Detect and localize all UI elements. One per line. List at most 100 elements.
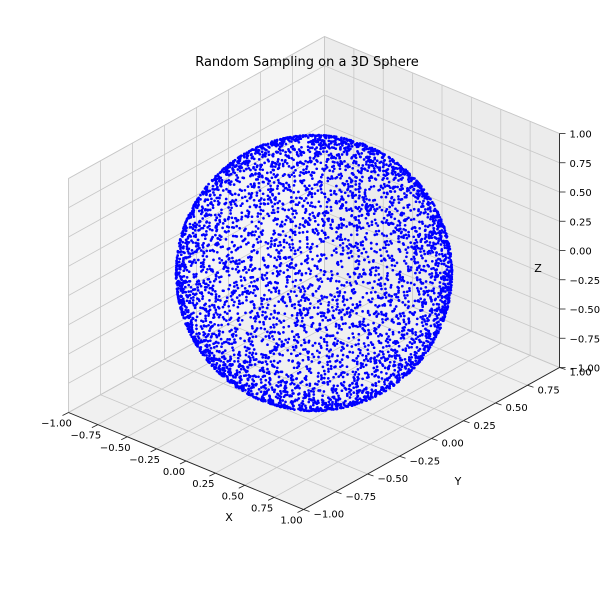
data-point xyxy=(324,236,327,240)
data-point xyxy=(335,184,338,188)
data-point xyxy=(372,346,376,350)
data-point xyxy=(432,291,436,295)
data-point xyxy=(250,340,254,343)
data-point xyxy=(266,142,270,146)
data-point xyxy=(231,256,234,260)
data-point xyxy=(232,285,236,288)
x-tick-mark xyxy=(62,412,69,416)
data-point xyxy=(388,210,392,214)
data-point xyxy=(213,193,216,197)
data-point xyxy=(385,250,389,253)
data-point xyxy=(190,319,193,322)
data-point xyxy=(438,252,441,256)
data-point xyxy=(233,243,236,247)
data-point xyxy=(261,305,265,309)
data-point xyxy=(241,389,245,392)
data-point xyxy=(351,196,355,200)
data-point xyxy=(419,268,423,272)
data-point xyxy=(219,299,222,302)
data-point xyxy=(407,230,410,234)
data-point xyxy=(392,169,395,173)
data-point xyxy=(223,349,227,352)
data-point xyxy=(375,314,379,318)
data-point xyxy=(248,205,252,209)
data-point xyxy=(438,215,442,219)
data-point xyxy=(322,337,326,341)
data-point xyxy=(271,364,275,368)
data-point xyxy=(422,249,426,253)
data-point xyxy=(206,203,210,207)
data-point xyxy=(247,338,251,342)
data-point xyxy=(384,291,388,295)
data-point xyxy=(327,400,331,404)
data-point xyxy=(269,255,273,258)
data-point xyxy=(282,271,286,274)
data-point xyxy=(266,303,270,307)
data-point xyxy=(304,404,307,408)
data-point xyxy=(250,280,253,284)
data-point xyxy=(184,265,188,269)
data-point xyxy=(385,239,389,243)
data-point xyxy=(397,234,401,238)
y-tick-mark xyxy=(367,473,374,477)
data-point xyxy=(298,240,302,243)
data-point xyxy=(413,261,417,265)
y-tick-label: 0.75 xyxy=(538,385,560,396)
data-point xyxy=(199,284,203,288)
data-point xyxy=(320,254,324,257)
data-point xyxy=(383,282,387,286)
data-point xyxy=(236,168,240,171)
data-point xyxy=(309,302,312,305)
data-point xyxy=(447,245,451,248)
data-point xyxy=(359,366,363,370)
data-point xyxy=(385,177,389,180)
data-point xyxy=(364,188,367,192)
data-point xyxy=(349,393,353,396)
data-point xyxy=(334,176,337,180)
data-point xyxy=(437,231,440,235)
data-point xyxy=(340,371,343,375)
data-point xyxy=(312,306,316,309)
data-point xyxy=(364,216,368,220)
data-point xyxy=(333,161,336,164)
data-point xyxy=(382,161,385,165)
data-point xyxy=(298,223,302,226)
data-point xyxy=(359,243,363,247)
data-point xyxy=(206,267,209,271)
data-point xyxy=(263,392,267,396)
data-point xyxy=(402,243,406,246)
data-point xyxy=(387,344,391,348)
data-point xyxy=(238,294,241,297)
data-point xyxy=(243,361,247,365)
data-point xyxy=(330,269,333,273)
data-point xyxy=(369,150,373,153)
data-point xyxy=(342,342,345,345)
data-point xyxy=(436,264,440,268)
data-point xyxy=(202,333,206,337)
data-point xyxy=(335,230,338,234)
data-point xyxy=(409,266,413,269)
data-point xyxy=(213,322,216,326)
data-point xyxy=(340,318,344,321)
data-point xyxy=(349,296,353,300)
data-point xyxy=(351,309,355,313)
data-point xyxy=(383,293,387,297)
data-point xyxy=(425,289,428,293)
data-point xyxy=(411,176,415,180)
data-point xyxy=(323,405,327,409)
data-point xyxy=(414,271,417,275)
data-point xyxy=(380,232,384,235)
data-point xyxy=(372,312,376,316)
data-point xyxy=(199,249,203,252)
data-point xyxy=(318,389,322,392)
data-point xyxy=(406,187,409,191)
data-point xyxy=(275,248,278,252)
data-point xyxy=(297,397,301,400)
data-point xyxy=(302,306,306,310)
data-point xyxy=(321,173,324,177)
data-point xyxy=(383,304,387,307)
data-point xyxy=(437,291,441,295)
data-point xyxy=(231,199,234,202)
data-point xyxy=(214,340,218,344)
data-point xyxy=(327,370,330,373)
